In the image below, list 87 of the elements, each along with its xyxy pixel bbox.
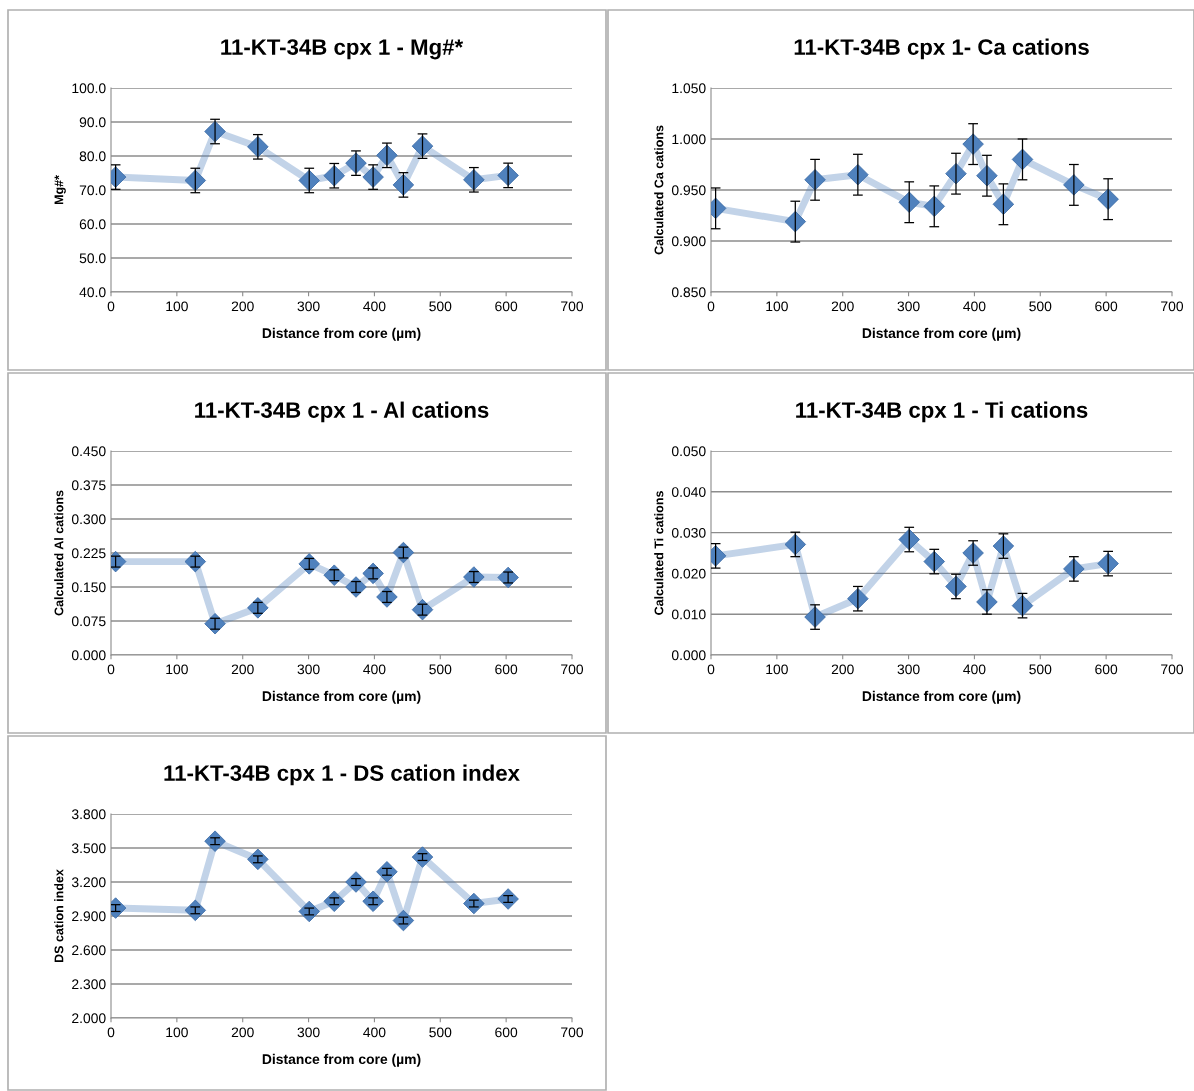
y-tick-label: 0.900 (671, 236, 706, 247)
y-tick-label: 0.000 (671, 650, 706, 661)
y-tick-label: 2.000 (72, 1013, 106, 1024)
y-tick-label: 0.375 (71, 480, 106, 491)
x-tick-label: 0 (707, 664, 715, 675)
x-tick-label: 0 (707, 301, 715, 312)
y-tick-label: 2.900 (72, 911, 106, 922)
y-tick-label: 1.000 (672, 134, 706, 145)
x-tick-label: 600 (495, 301, 518, 312)
y-tick-label: 80.0 (79, 151, 106, 162)
x-tick-label: 200 (231, 664, 254, 675)
y-tick-label: 3.500 (71, 843, 106, 854)
y-tick-label: 2.300 (72, 979, 106, 990)
x-tick-label: 200 (831, 301, 854, 312)
y-tick-label: 0.050 (671, 446, 706, 457)
x-tick-label: 500 (1029, 664, 1052, 675)
y-tick-label: 0.010 (671, 609, 706, 620)
y-tick-label: 0.950 (671, 185, 706, 196)
chart-title: 11-KT-34B cpx 1 - Ti cations (796, 401, 1088, 423)
y-tick-label: 0.075 (71, 616, 106, 627)
y-tick-label: 2.600 (72, 945, 106, 956)
x-tick-label: 400 (963, 301, 986, 312)
y-tick-label: 0.850 (671, 287, 706, 298)
x-axis-title: Distance from core (µm) (262, 690, 421, 704)
chart-title: 11-KT-34B cpx 1 - Mg#* (221, 39, 464, 60)
x-tick-label: 0 (107, 301, 115, 312)
x-tick-label: 500 (429, 1027, 452, 1038)
x-tick-label: 700 (1161, 664, 1184, 675)
y-tick-label: 1.050 (672, 83, 706, 94)
x-tick-label: 400 (363, 664, 386, 675)
x-tick-label: 300 (897, 301, 920, 312)
x-tick-label: 300 (297, 301, 320, 312)
y-axis-title: DS cation index (54, 869, 64, 963)
x-tick-label: 700 (561, 664, 584, 675)
chart-title: 11-KT-34B cpx 1 - DS cation index (164, 764, 520, 786)
x-axis-title: Distance from core (µm) (262, 1053, 421, 1067)
y-tick-label: 0.300 (71, 514, 106, 525)
x-tick-label: 600 (1095, 664, 1118, 675)
x-tick-label: 300 (297, 1027, 320, 1038)
y-axis-title: Calculated Ca cations (654, 125, 664, 255)
y-tick-label: 0.225 (71, 548, 106, 559)
x-tick-label: 700 (561, 301, 584, 312)
y-tick-label: 3.800 (71, 809, 106, 820)
x-tick-label: 700 (561, 1027, 584, 1038)
x-tick-label: 100 (166, 301, 188, 312)
y-tick-label: 0.450 (71, 446, 106, 457)
x-tick-label: 500 (429, 301, 452, 312)
y-tick-label: 0.000 (71, 650, 106, 661)
y-tick-label: 60.0 (79, 219, 106, 230)
x-tick-label: 200 (831, 664, 854, 675)
x-axis-title: Distance from core (µm) (862, 690, 1021, 704)
x-tick-label: 300 (297, 664, 320, 675)
y-tick-label: 40.0 (79, 287, 106, 298)
y-tick-label: 100.0 (72, 83, 106, 94)
x-tick-label: 400 (963, 664, 986, 675)
y-tick-label: 0.040 (671, 487, 706, 497)
y-axis-title: Calculated Al cations (54, 490, 64, 616)
y-tick-label: 0.020 (671, 568, 706, 579)
x-tick-label: 500 (1029, 301, 1052, 312)
x-tick-label: 100 (766, 301, 788, 312)
y-axis-title: Calculated Ti cations (654, 491, 664, 615)
x-tick-label: 400 (363, 1027, 386, 1038)
x-tick-label: 300 (897, 664, 920, 675)
y-tick-label: 3.200 (71, 877, 106, 888)
x-axis-title: Distance from core (µm) (862, 327, 1021, 341)
x-tick-label: 500 (429, 664, 452, 675)
y-tick-label: 90.0 (79, 117, 106, 128)
chart-title: 11-KT-34B cpx 1 - Al cations (195, 401, 489, 423)
x-tick-label: 700 (1161, 301, 1184, 312)
x-tick-label: 100 (166, 1027, 188, 1038)
y-axis-title: Mg#* (54, 175, 66, 205)
x-tick-label: 100 (766, 664, 788, 675)
x-tick-label: 600 (495, 1027, 518, 1038)
x-tick-label: 100 (166, 664, 188, 675)
chart-title: 11-KT-34B cpx 1- Ca cations (794, 38, 1089, 60)
y-tick-label: 50.0 (79, 253, 106, 264)
y-tick-label: 0.030 (671, 527, 706, 538)
y-tick-label: 0.150 (71, 582, 106, 593)
x-tick-label: 0 (107, 664, 115, 675)
x-tick-label: 400 (363, 301, 386, 312)
y-tick-label: 70.0 (79, 185, 106, 196)
x-tick-label: 200 (231, 1027, 254, 1038)
x-tick-label: 600 (495, 664, 518, 675)
x-axis-title: Distance from core (µm) (262, 327, 421, 341)
x-tick-label: 200 (231, 301, 254, 312)
x-tick-label: 600 (1095, 301, 1118, 312)
x-tick-label: 0 (107, 1027, 115, 1038)
